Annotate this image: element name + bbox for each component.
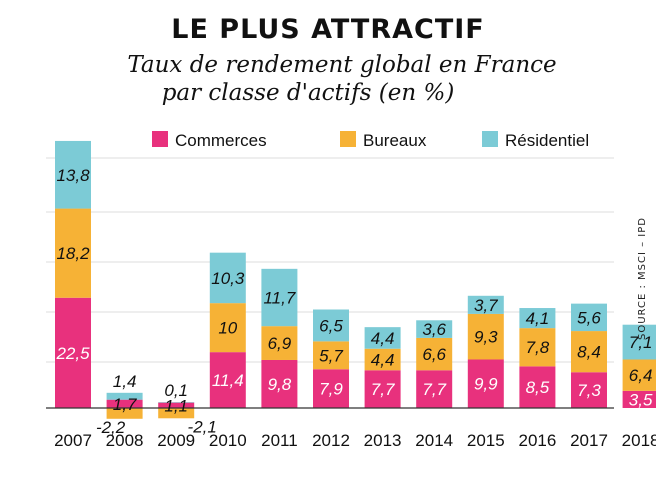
x-tick-2012: 2012 bbox=[312, 431, 350, 450]
bar-2010-residentiel bbox=[209, 252, 246, 304]
bar-2017-commerces bbox=[571, 372, 607, 408]
bar-2018-residentiel bbox=[622, 324, 656, 360]
chart-subtitle-line-2: par classe d'actifs (en %) bbox=[161, 80, 455, 106]
data-label-2010-bureaux: 10 bbox=[218, 319, 237, 338]
bar-2011-commerces bbox=[261, 359, 298, 408]
bar-2017-bureaux bbox=[571, 331, 607, 373]
data-label-2017-residentiel: 5,6 bbox=[577, 308, 601, 327]
bar-2013-commerces bbox=[364, 370, 401, 408]
x-tick-2011: 2011 bbox=[261, 431, 298, 450]
bar-2016-bureaux bbox=[519, 328, 556, 367]
data-label-2015-bureaux: 9,3 bbox=[474, 328, 498, 347]
bar-2010-bureaux bbox=[209, 303, 246, 353]
legend-swatch-commerces bbox=[152, 131, 168, 147]
bar-2007-commerces bbox=[55, 297, 91, 408]
data-label-2013-commerces: 7,7 bbox=[371, 380, 395, 399]
chart-subtitle-line-1: Taux de rendement global en France bbox=[127, 52, 557, 78]
bar-2010-commerces bbox=[209, 352, 246, 408]
x-tick-2013: 2013 bbox=[364, 431, 402, 450]
data-label-2011-bureaux: 6,9 bbox=[268, 334, 292, 353]
bar-2008-commerces bbox=[106, 399, 143, 408]
bar-2018-bureaux bbox=[622, 359, 656, 391]
bar-2008-residentiel bbox=[106, 392, 143, 400]
data-label-2008-residentiel: 1,4 bbox=[113, 372, 137, 391]
bar-2012-commerces bbox=[313, 369, 349, 408]
x-tick-2018: 2018 bbox=[622, 431, 656, 450]
data-label-2016-residentiel: 4,1 bbox=[526, 309, 550, 328]
bar-2013-bureaux bbox=[364, 348, 401, 371]
data-label-2016-commerces: 8,5 bbox=[526, 378, 550, 397]
data-label-2009-bureaux: -2,1 bbox=[188, 417, 217, 436]
x-tick-2009: 2009 bbox=[157, 431, 195, 450]
bar-2012-residentiel bbox=[313, 309, 349, 342]
data-label-2010-residentiel: 10,3 bbox=[211, 269, 245, 288]
bar-2007-residentiel bbox=[55, 140, 91, 209]
bar-2012-bureaux bbox=[313, 341, 349, 370]
data-label-2007-bureaux: 18,2 bbox=[56, 244, 90, 263]
data-label-2016-bureaux: 7,8 bbox=[526, 338, 550, 357]
legend-label-commerces: Commerces bbox=[175, 131, 267, 150]
bar-2011-bureaux bbox=[261, 326, 298, 360]
bar-2007-bureaux bbox=[55, 208, 91, 298]
legend-swatch-bureaux bbox=[340, 131, 356, 147]
x-tick-2010: 2010 bbox=[209, 431, 247, 450]
x-tick-2007: 2007 bbox=[54, 431, 92, 450]
data-label-2010-commerces: 11,4 bbox=[212, 371, 244, 390]
bar-2013-residentiel bbox=[364, 327, 401, 349]
bar-2015-bureaux bbox=[467, 313, 504, 360]
data-label-2013-bureaux: 4,4 bbox=[371, 350, 395, 369]
bar-2018-commerces bbox=[622, 390, 656, 408]
bar-2017-residentiel bbox=[571, 303, 607, 332]
bar-2016-residentiel bbox=[519, 308, 556, 329]
x-tick-2017: 2017 bbox=[570, 431, 608, 450]
bar-2015-commerces bbox=[467, 359, 504, 408]
data-label-2017-commerces: 7,3 bbox=[577, 381, 601, 400]
legend-label-residentiel: Résidentiel bbox=[505, 131, 589, 150]
data-label-2008-commerces: 1,7 bbox=[113, 395, 137, 414]
data-label-2009-residentiel: 0,1 bbox=[164, 381, 188, 400]
data-label-2015-residentiel: 3,7 bbox=[474, 296, 498, 315]
data-label-2007-commerces: 22,5 bbox=[55, 344, 90, 363]
x-tick-2014: 2014 bbox=[415, 431, 453, 450]
data-label-2018-residentiel: 7,1 bbox=[629, 333, 653, 352]
data-label-2009-commerces: 1,1 bbox=[164, 396, 188, 415]
data-label-2018-bureaux: 6,4 bbox=[629, 366, 653, 385]
x-tick-2008: 2008 bbox=[106, 431, 144, 450]
bar-2016-commerces bbox=[519, 366, 556, 408]
chart-title: LE PLUS ATTRACTIF bbox=[171, 14, 485, 45]
bar-2014-residentiel bbox=[416, 320, 453, 338]
data-label-2012-bureaux: 5,7 bbox=[319, 346, 343, 365]
legend-swatch-residentiel bbox=[482, 131, 498, 147]
bar-2014-bureaux bbox=[416, 337, 453, 371]
data-label-2011-commerces: 9,8 bbox=[268, 375, 292, 394]
data-label-2012-residentiel: 6,5 bbox=[319, 316, 343, 335]
bar-2015-residentiel bbox=[467, 295, 504, 314]
data-label-2015-commerces: 9,9 bbox=[474, 375, 498, 394]
data-label-2007-residentiel: 13,8 bbox=[56, 166, 90, 185]
bar-2009-commerces bbox=[158, 402, 195, 408]
source-note: SOURCE : MSCI – IPD bbox=[637, 217, 648, 340]
bar-2014-commerces bbox=[416, 370, 453, 408]
data-label-2011-residentiel: 11,7 bbox=[263, 289, 295, 308]
x-tick-2015: 2015 bbox=[467, 431, 505, 450]
data-label-2014-residentiel: 3,6 bbox=[422, 320, 446, 339]
x-tick-2016: 2016 bbox=[518, 431, 556, 450]
data-label-2013-residentiel: 4,4 bbox=[371, 329, 395, 348]
bar-2009-bureaux bbox=[158, 408, 195, 419]
legend-label-bureaux: Bureaux bbox=[363, 131, 427, 150]
data-label-2008-bureaux: -2,2 bbox=[96, 418, 126, 437]
data-label-2018-commerces: 3,5 bbox=[629, 390, 653, 409]
data-label-2014-bureaux: 6,6 bbox=[422, 345, 446, 364]
bar-2011-residentiel bbox=[261, 268, 298, 327]
data-label-2012-commerces: 7,9 bbox=[319, 380, 343, 399]
bar-2008-bureaux bbox=[106, 408, 143, 419]
data-label-2014-commerces: 7,7 bbox=[422, 380, 446, 399]
data-label-2017-bureaux: 8,4 bbox=[577, 343, 601, 362]
